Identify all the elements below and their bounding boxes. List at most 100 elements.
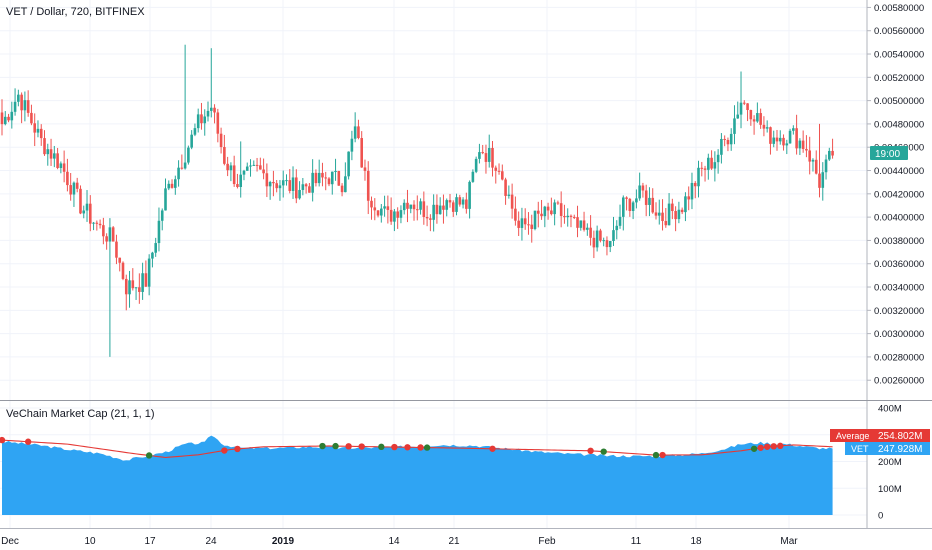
candle[interactable] xyxy=(775,129,779,151)
candle[interactable] xyxy=(798,138,802,156)
candle[interactable] xyxy=(677,201,681,224)
candle[interactable] xyxy=(92,221,95,231)
candle[interactable] xyxy=(435,194,439,224)
candle[interactable] xyxy=(53,145,56,168)
candle[interactable] xyxy=(432,194,435,232)
candle[interactable] xyxy=(697,160,700,198)
candle[interactable] xyxy=(69,173,72,201)
candle[interactable] xyxy=(703,165,707,182)
candle[interactable] xyxy=(255,157,259,172)
candle[interactable] xyxy=(344,162,347,193)
candle[interactable] xyxy=(523,208,527,230)
candle[interactable] xyxy=(474,156,478,174)
candle[interactable] xyxy=(465,192,468,214)
candle[interactable] xyxy=(494,165,498,184)
candle[interactable] xyxy=(540,199,543,220)
candle[interactable] xyxy=(543,205,547,228)
candle[interactable] xyxy=(334,158,337,181)
candle[interactable] xyxy=(49,138,53,166)
candle[interactable] xyxy=(167,180,171,191)
candle[interactable] xyxy=(366,161,370,215)
candle[interactable] xyxy=(147,254,151,296)
candle[interactable] xyxy=(442,194,445,224)
candle[interactable] xyxy=(569,214,573,228)
candle[interactable] xyxy=(563,204,566,224)
candle[interactable] xyxy=(157,207,161,252)
candle[interactable] xyxy=(216,108,220,143)
candle[interactable] xyxy=(589,215,592,246)
candle[interactable] xyxy=(108,218,112,357)
candle[interactable] xyxy=(10,101,14,129)
candle[interactable] xyxy=(762,116,766,137)
candle[interactable] xyxy=(811,158,815,172)
candle[interactable] xyxy=(782,134,785,151)
candle[interactable] xyxy=(572,214,576,220)
candle[interactable] xyxy=(680,207,684,215)
candle[interactable] xyxy=(144,260,148,287)
candle[interactable] xyxy=(242,169,246,181)
candle[interactable] xyxy=(723,135,726,147)
candle[interactable] xyxy=(321,162,324,187)
candle[interactable] xyxy=(586,223,589,236)
candle[interactable] xyxy=(618,204,622,229)
candle[interactable] xyxy=(196,108,200,133)
candle[interactable] xyxy=(759,108,762,129)
candle[interactable] xyxy=(72,181,76,207)
candle[interactable] xyxy=(39,124,43,146)
candle[interactable] xyxy=(458,194,462,207)
candle[interactable] xyxy=(118,257,122,272)
candle[interactable] xyxy=(641,182,645,198)
candle[interactable] xyxy=(249,159,252,177)
candle[interactable] xyxy=(363,159,367,181)
candle[interactable] xyxy=(808,136,811,175)
candle[interactable] xyxy=(818,123,821,198)
candle[interactable] xyxy=(396,207,399,229)
symbol-title[interactable]: VET / Dollar, 720, BITFINEX xyxy=(6,6,145,18)
candle[interactable] xyxy=(412,200,416,221)
candle[interactable] xyxy=(174,175,177,195)
candle[interactable] xyxy=(579,220,583,231)
candle[interactable] xyxy=(98,219,102,229)
candle[interactable] xyxy=(530,214,534,243)
candle[interactable] xyxy=(304,182,308,194)
candle[interactable] xyxy=(141,262,144,300)
candle[interactable] xyxy=(716,149,720,174)
candle[interactable] xyxy=(383,195,386,217)
candle[interactable] xyxy=(82,205,86,219)
candle[interactable] xyxy=(468,180,471,219)
candle[interactable] xyxy=(507,185,511,199)
candle[interactable] xyxy=(262,158,265,180)
candle[interactable] xyxy=(193,123,197,137)
candle[interactable] xyxy=(7,113,10,123)
candle[interactable] xyxy=(88,195,92,232)
candle[interactable] xyxy=(595,225,599,252)
candle[interactable] xyxy=(536,201,540,228)
candle[interactable] xyxy=(831,138,834,159)
candle[interactable] xyxy=(213,104,216,124)
candle[interactable] xyxy=(824,154,828,180)
candle[interactable] xyxy=(131,268,135,291)
candle[interactable] xyxy=(615,220,619,240)
candle[interactable] xyxy=(389,197,393,225)
candle[interactable] xyxy=(200,102,203,130)
candle[interactable] xyxy=(648,187,651,217)
candle[interactable] xyxy=(36,120,40,138)
candle[interactable] xyxy=(471,169,475,183)
candle[interactable] xyxy=(272,170,275,197)
candle[interactable] xyxy=(497,163,501,175)
candle[interactable] xyxy=(62,150,66,183)
candle[interactable] xyxy=(360,131,363,168)
candle[interactable] xyxy=(295,169,298,204)
candle[interactable] xyxy=(115,234,118,265)
indicator-axis[interactable]: 400M300M200M100M0 xyxy=(878,404,902,522)
candle[interactable] xyxy=(710,150,713,170)
candle[interactable] xyxy=(370,196,373,220)
candle[interactable] xyxy=(556,200,560,205)
candle[interactable] xyxy=(612,216,615,246)
candle[interactable] xyxy=(406,189,409,223)
candle[interactable] xyxy=(245,162,249,171)
candle[interactable] xyxy=(772,130,776,148)
candle[interactable] xyxy=(592,230,596,259)
candle[interactable] xyxy=(373,198,377,221)
candle[interactable] xyxy=(350,130,354,161)
